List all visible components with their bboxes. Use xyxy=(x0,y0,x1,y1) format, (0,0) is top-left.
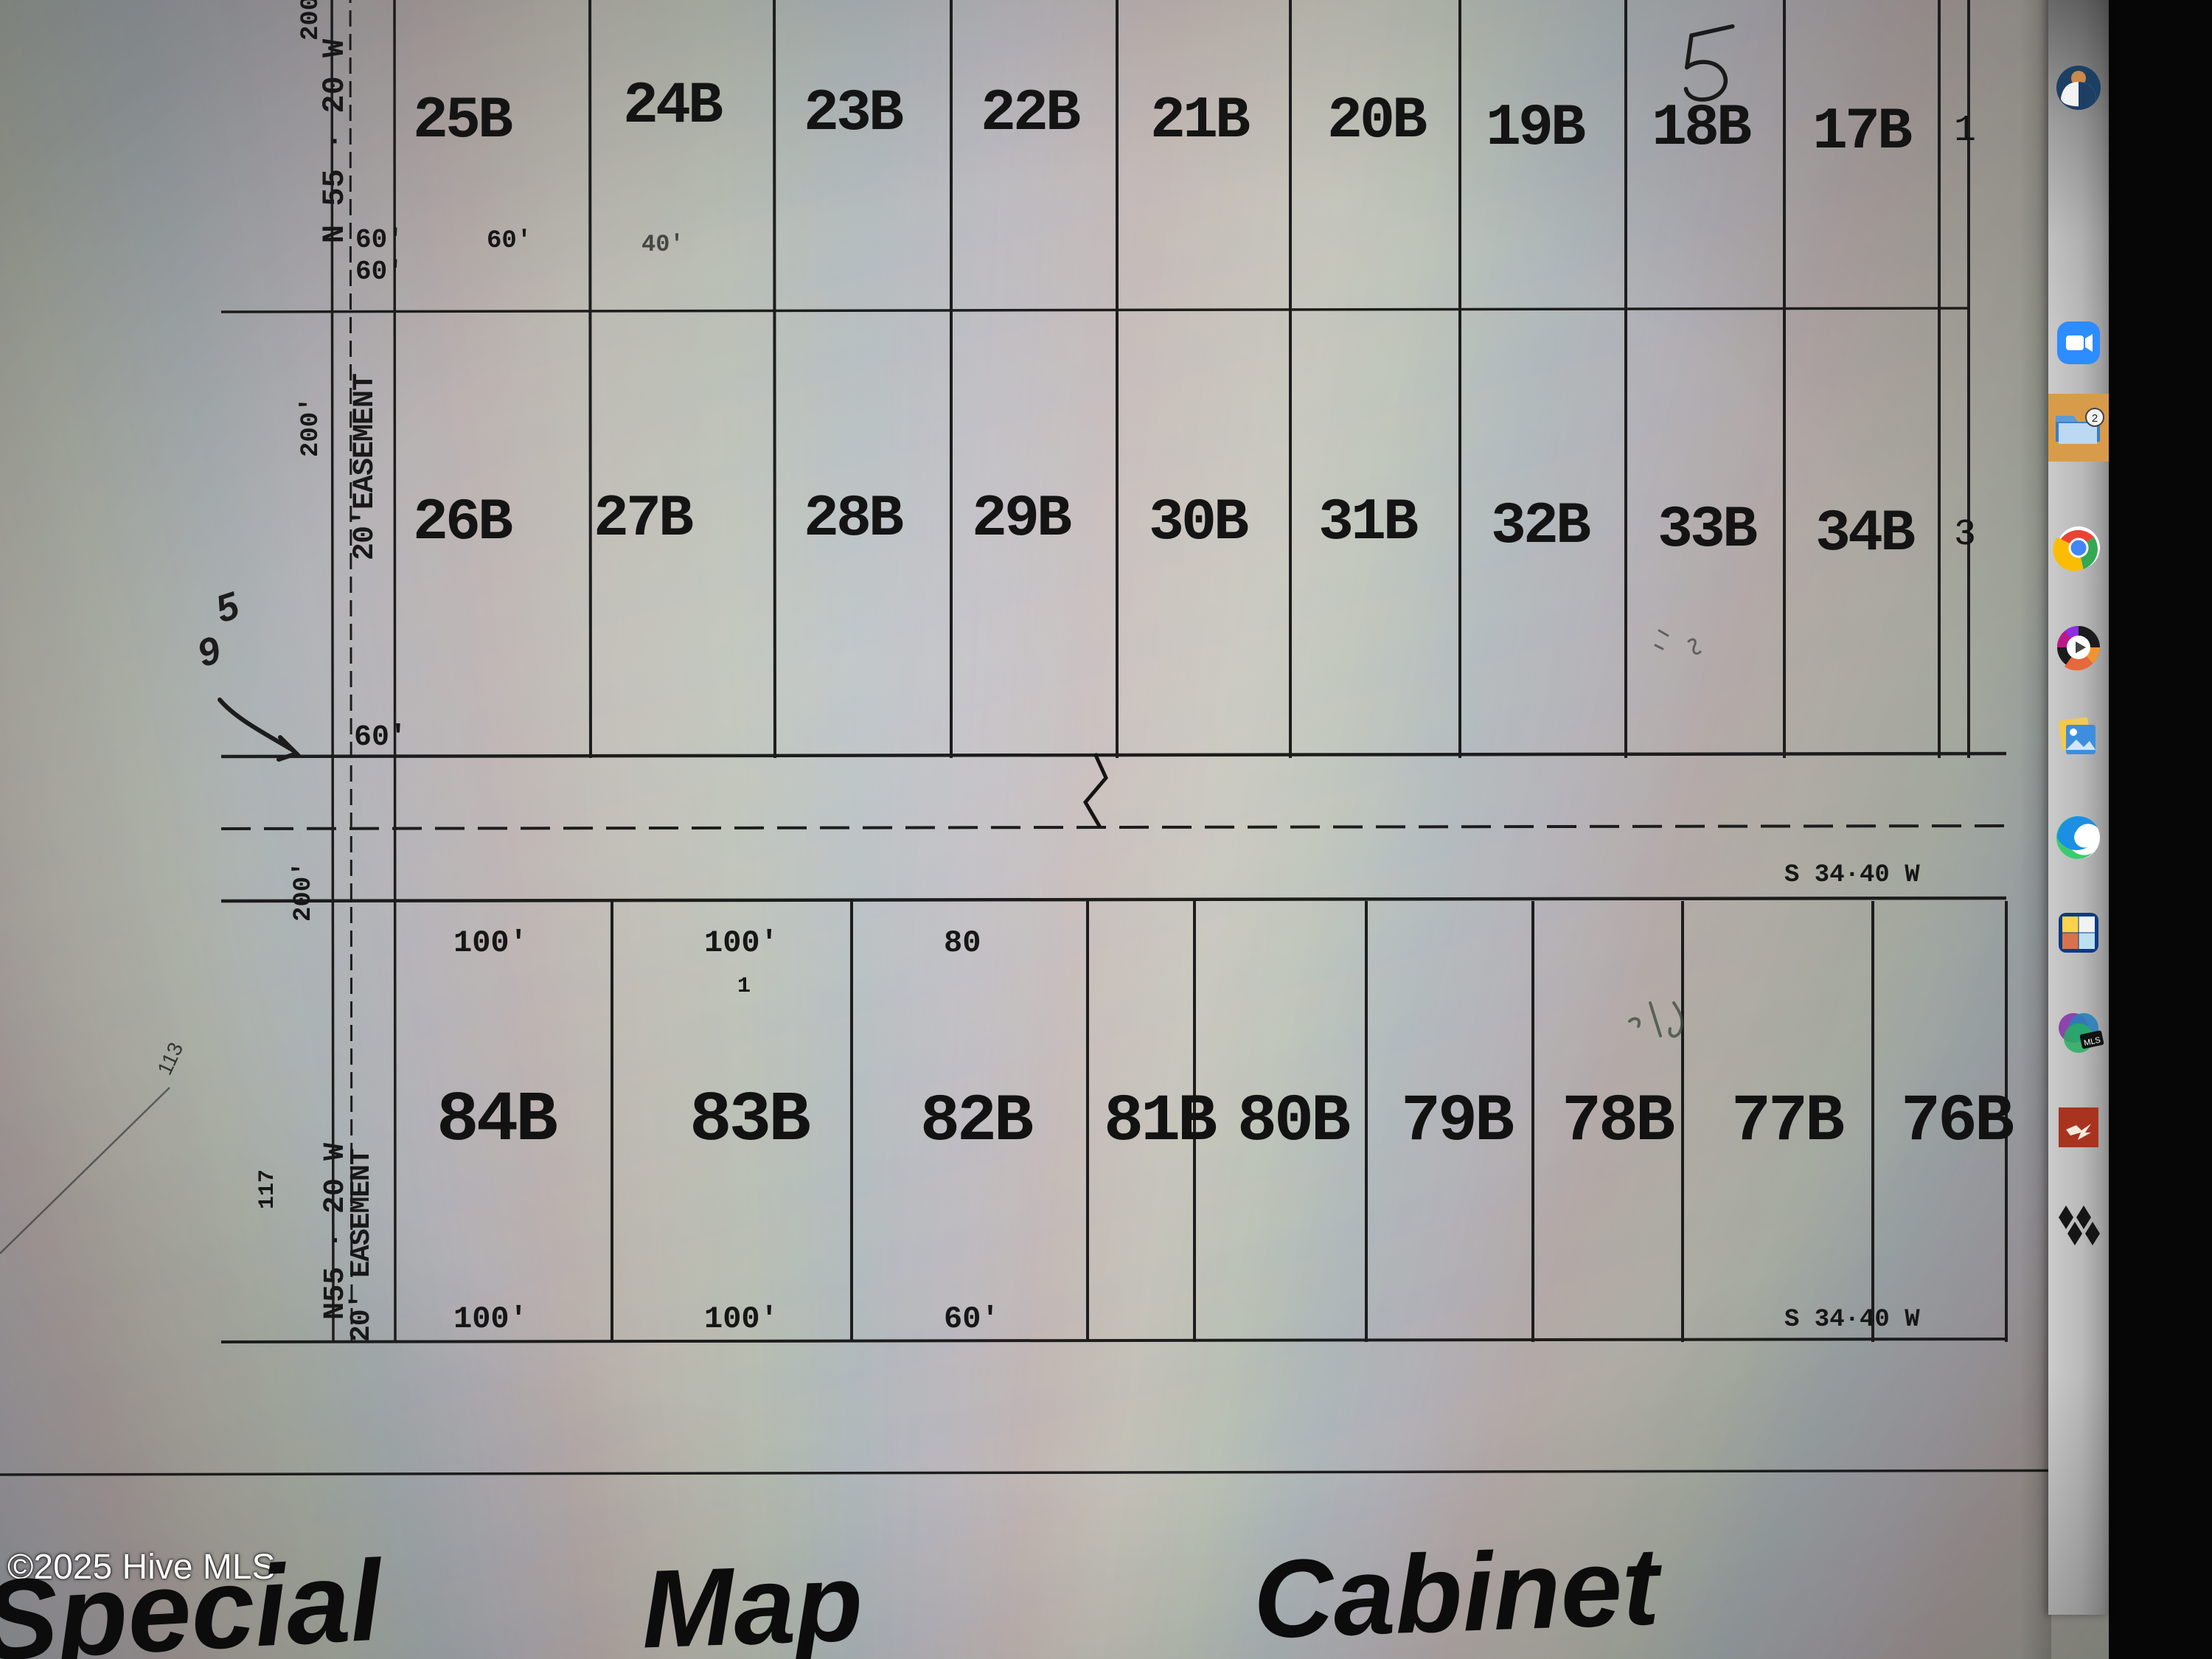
svg-text:Special: Special xyxy=(0,1536,387,1659)
svg-text:Cabinet: Cabinet xyxy=(1251,1523,1666,1659)
svg-text:Map: Map xyxy=(639,1540,865,1659)
svg-text:2: 2 xyxy=(2092,412,2098,425)
